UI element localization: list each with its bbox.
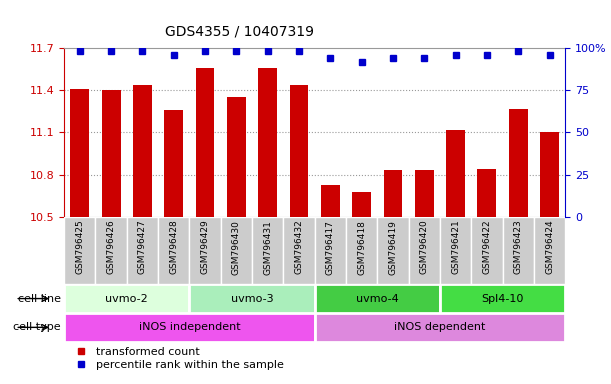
Bar xyxy=(127,217,158,284)
Text: GSM796428: GSM796428 xyxy=(169,220,178,275)
Text: GSM796419: GSM796419 xyxy=(389,220,397,275)
Bar xyxy=(346,217,378,284)
Text: iNOS independent: iNOS independent xyxy=(139,322,240,333)
Text: GSM796430: GSM796430 xyxy=(232,220,241,275)
Bar xyxy=(315,284,440,313)
Text: GDS4355 / 10407319: GDS4355 / 10407319 xyxy=(165,25,314,38)
Text: GSM796421: GSM796421 xyxy=(451,220,460,275)
Bar xyxy=(378,217,409,284)
Bar xyxy=(95,217,127,284)
Bar xyxy=(133,84,152,217)
Bar xyxy=(70,89,89,217)
Bar xyxy=(189,217,221,284)
Bar xyxy=(315,313,565,342)
Bar xyxy=(164,110,183,217)
Bar xyxy=(415,170,434,217)
Text: iNOS dependent: iNOS dependent xyxy=(394,322,486,333)
Text: GSM796429: GSM796429 xyxy=(200,220,210,275)
Bar xyxy=(196,68,214,217)
Text: GSM796423: GSM796423 xyxy=(514,220,522,275)
Bar xyxy=(284,217,315,284)
Legend: transformed count, percentile rank within the sample: transformed count, percentile rank withi… xyxy=(70,347,284,369)
Bar xyxy=(503,217,534,284)
Text: cell type: cell type xyxy=(13,322,61,333)
Bar xyxy=(509,109,528,217)
Bar xyxy=(258,68,277,217)
Bar xyxy=(227,97,246,217)
Text: uvmo-2: uvmo-2 xyxy=(106,293,148,304)
Text: uvmo-4: uvmo-4 xyxy=(356,293,398,304)
Text: GSM796422: GSM796422 xyxy=(483,220,491,274)
Bar xyxy=(353,192,371,217)
Text: GSM796418: GSM796418 xyxy=(357,220,366,275)
Bar xyxy=(321,185,340,217)
Bar xyxy=(478,169,496,217)
Bar xyxy=(64,313,315,342)
Bar xyxy=(252,217,284,284)
Bar xyxy=(471,217,503,284)
Text: GSM796417: GSM796417 xyxy=(326,220,335,275)
Bar xyxy=(315,217,346,284)
Bar xyxy=(221,217,252,284)
Text: GSM796425: GSM796425 xyxy=(75,220,84,275)
Bar xyxy=(64,217,95,284)
Text: GSM796424: GSM796424 xyxy=(545,220,554,274)
Text: Spl4-10: Spl4-10 xyxy=(481,293,524,304)
Text: GSM796426: GSM796426 xyxy=(107,220,115,275)
Text: GSM796432: GSM796432 xyxy=(295,220,304,275)
Bar xyxy=(409,217,440,284)
Bar xyxy=(540,132,559,217)
Bar xyxy=(158,217,189,284)
Bar xyxy=(440,284,565,313)
Text: GSM796427: GSM796427 xyxy=(138,220,147,275)
Bar xyxy=(290,84,309,217)
Bar xyxy=(384,170,403,217)
Bar xyxy=(534,217,565,284)
Bar xyxy=(446,130,465,217)
Bar xyxy=(102,90,120,217)
Text: cell line: cell line xyxy=(18,293,61,304)
Bar xyxy=(440,217,471,284)
Text: GSM796431: GSM796431 xyxy=(263,220,272,275)
Bar xyxy=(189,284,315,313)
Text: GSM796420: GSM796420 xyxy=(420,220,429,275)
Text: uvmo-3: uvmo-3 xyxy=(231,293,273,304)
Bar xyxy=(64,284,189,313)
